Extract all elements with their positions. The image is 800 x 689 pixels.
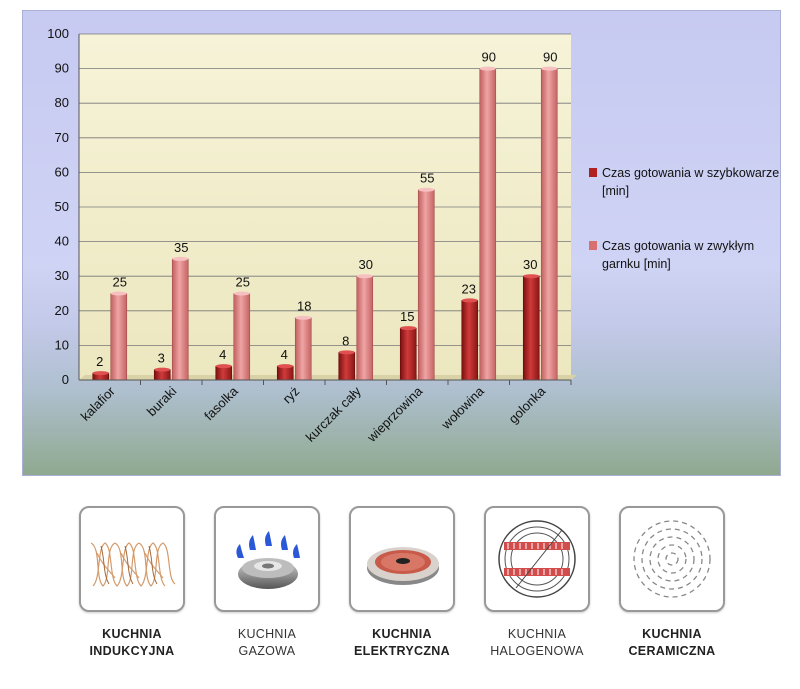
bar-chart: 0 10 20 30 40 50 60 70 80 90 100 2 25 kalafior 3 35 bura… <box>47 26 577 445</box>
y-tick-label: 100 <box>47 26 69 41</box>
bar-top <box>233 291 250 296</box>
bar-top <box>541 66 558 71</box>
cooktop-label-line2: INDUKCYJNA <box>89 644 175 658</box>
legend-label-line1: Czas gotowania w zwykłym <box>602 239 755 253</box>
data-label: 3 <box>158 351 165 366</box>
cooktop-label-line2: GAZOWA <box>238 644 296 658</box>
data-label: 90 <box>482 50 496 65</box>
ceramic-icon <box>619 506 725 612</box>
data-label: 18 <box>297 299 311 314</box>
bar-regular-pot <box>479 68 497 381</box>
bar-top <box>277 364 294 369</box>
bar-top <box>215 364 232 369</box>
bar-pressure-cooker <box>522 275 540 381</box>
cooktop-label-line2: ELEKTRYCZNA <box>354 644 450 658</box>
x-tick-label: wieprzowina <box>363 383 425 445</box>
cooktop-label-line1: KUCHNIA <box>102 627 162 641</box>
x-tick-label: kalafior <box>78 383 119 424</box>
data-label: 8 <box>342 333 349 348</box>
plot-floor <box>79 375 577 380</box>
cooktop-types: KUCHNIA INDUKCYJNA <box>75 506 735 686</box>
bar-regular-pot <box>233 293 251 381</box>
legend-label-line1: Czas gotowania w szybkowarze <box>602 166 780 180</box>
bar-pressure-cooker <box>399 327 417 381</box>
x-tick-label: ryż <box>280 384 303 407</box>
bar-top <box>400 326 417 331</box>
cooktop-label-line1: KUCHNIA <box>642 627 702 641</box>
data-label: 90 <box>543 50 557 65</box>
bar-top <box>461 298 478 303</box>
legend-label-line2: garnku [min] <box>602 257 671 271</box>
cooktop-label-line2: CERAMICZNA <box>628 644 716 658</box>
cooktop-label-line2: HALOGENOWA <box>490 644 584 658</box>
cooktop-label-line1: KUCHNIA <box>372 627 432 641</box>
legend-swatch-pressure-cooker <box>589 168 597 177</box>
cooktop-label-line1: KUCHNIA <box>507 627 567 641</box>
induction-coil-icon <box>79 506 185 612</box>
data-label: 25 <box>113 275 127 290</box>
y-tick-label: 50 <box>55 199 69 214</box>
cooktop-halogen: KUCHNIA HALOGENOWA <box>480 506 594 660</box>
y-tick-label: 70 <box>55 130 69 145</box>
bar-top <box>418 187 435 192</box>
data-label: 30 <box>523 257 537 272</box>
cooktop-label-line1: KUCHNIA <box>237 627 297 641</box>
bar-top <box>338 350 355 355</box>
bar-top <box>92 371 109 376</box>
y-tick-label: 10 <box>55 337 69 352</box>
data-label: 4 <box>219 347 226 362</box>
data-label: 25 <box>236 275 250 290</box>
bar-top <box>154 367 171 372</box>
x-tick-label: golonka <box>506 383 549 426</box>
gas-burner-icon <box>214 506 320 612</box>
bar-pressure-cooker <box>461 300 479 381</box>
data-label: 15 <box>400 309 414 324</box>
x-tick-label: fasolka <box>201 383 241 423</box>
x-tick-label: wołowina <box>438 383 488 433</box>
bar-regular-pot <box>110 293 128 381</box>
data-label: 23 <box>462 281 476 296</box>
halogen-icon <box>484 506 590 612</box>
bar-top <box>295 315 312 320</box>
bar-pressure-cooker <box>276 365 294 381</box>
bar-top <box>356 274 373 279</box>
bar-top <box>479 66 496 71</box>
data-label: 55 <box>420 171 434 186</box>
cooktop-induction: KUCHNIA INDUKCYJNA <box>75 506 189 660</box>
bar-top <box>110 291 127 296</box>
data-label: 30 <box>359 257 373 272</box>
y-tick-label: 90 <box>55 61 69 76</box>
bar-pressure-cooker <box>338 352 356 381</box>
chart-panel: 0 10 20 30 40 50 60 70 80 90 100 2 25 kalafior 3 35 bura… <box>22 10 781 476</box>
cooktop-electric: KUCHNIA ELEKTRYCZNA <box>345 506 459 660</box>
y-tick-label: 60 <box>55 164 69 179</box>
x-tick-label: buraki <box>144 383 180 419</box>
y-tick-label: 30 <box>55 268 69 283</box>
y-tick-label: 80 <box>55 95 69 110</box>
cooktop-ceramic: KUCHNIA CERAMICZNA <box>615 506 729 660</box>
electric-plate-icon <box>349 506 455 612</box>
data-label: 4 <box>281 347 288 362</box>
data-label: 35 <box>174 240 188 255</box>
bar-pressure-cooker <box>215 365 233 381</box>
bar-regular-pot <box>540 68 558 381</box>
bar-regular-pot <box>294 317 312 381</box>
legend-label-line2: [min] <box>602 184 630 198</box>
bar-top <box>523 274 540 279</box>
legend-swatch-regular-pot <box>589 241 597 250</box>
x-tick-label: kurczak cały <box>303 383 365 445</box>
y-tick-label: 20 <box>55 303 69 318</box>
y-tick-label: 0 <box>62 372 69 387</box>
y-tick-label: 40 <box>55 234 69 249</box>
bar-regular-pot <box>171 258 189 381</box>
bar-top <box>172 256 189 261</box>
bar-regular-pot <box>356 275 374 381</box>
cooktop-gas: KUCHNIA GAZOWA <box>210 506 324 660</box>
data-label: 2 <box>96 354 103 369</box>
bar-regular-pot <box>417 189 435 381</box>
